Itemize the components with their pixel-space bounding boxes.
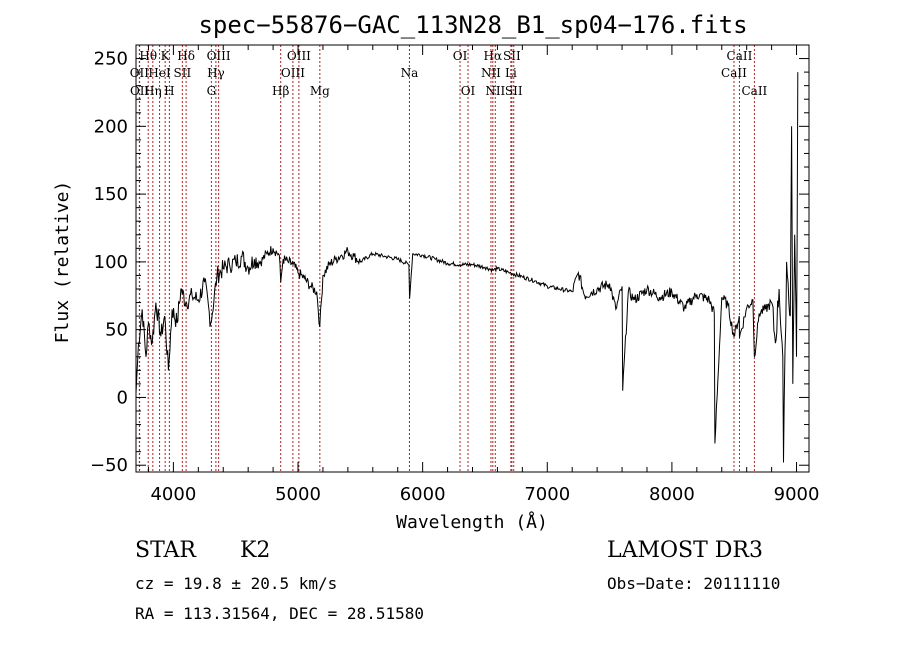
- object-subclass: K2: [240, 538, 271, 563]
- spectral-line-label: OI: [461, 84, 476, 98]
- spectral-line-label: Mg: [310, 84, 330, 98]
- spectral-line-label: Hβ: [272, 84, 289, 98]
- y-tick-label: 50: [105, 320, 128, 341]
- spectral-line-label: G: [207, 84, 217, 98]
- spectral-line-label: Na: [401, 66, 419, 80]
- spectral-line-label: Hθ: [139, 49, 157, 63]
- spectral-line-label: CaII: [727, 49, 753, 63]
- spectral-line-label: OIII: [207, 49, 231, 63]
- x-tick-label: 8000: [649, 484, 695, 505]
- x-tick-label: 7000: [524, 484, 570, 505]
- y-tick-label: 250: [94, 49, 128, 70]
- spectral-line-label: K: [161, 49, 171, 63]
- y-tick-label: −50: [90, 455, 128, 476]
- x-tick-label: 5000: [275, 484, 321, 505]
- spectral-line-label: Hη: [144, 84, 162, 98]
- chart-title: spec−55876−GAC_113N28_B1_sp04−176.fits: [198, 11, 747, 39]
- spectral-line-label: SII: [174, 66, 192, 80]
- obs-date-readout: Obs−Date: 20111110: [607, 574, 781, 593]
- flux-series-line: [135, 72, 799, 463]
- spectral-line-label: OI: [453, 49, 468, 63]
- spectral-line-label: OIII: [281, 66, 305, 80]
- spectral-line-label: SII: [503, 49, 521, 63]
- x-tick-label: 6000: [400, 484, 446, 505]
- spectral-line-label: H: [164, 84, 174, 98]
- spectral-line-label: OII: [130, 84, 150, 98]
- spectral-line-label: Hδ: [177, 49, 195, 63]
- y-tick-label: 0: [117, 387, 128, 408]
- axis-ticks: 4000 5000 6000 7000 8000 9000 −50 0 50 100 150 200 2…: [90, 45, 819, 505]
- x-axis-label: Wavelength (Å): [396, 511, 548, 533]
- x-tick-label: 9000: [774, 484, 820, 505]
- y-tick-label: 200: [94, 116, 128, 137]
- redshift-readout: cz = 19.8 ± 20.5 km/s: [135, 574, 338, 593]
- spectral-line-label: NII: [481, 66, 501, 80]
- y-tick-label: 100: [94, 252, 128, 273]
- spectral-line-label: SII: [505, 84, 523, 98]
- survey-label: LAMOST DR3: [607, 538, 763, 563]
- x-tick-label: 4000: [150, 484, 196, 505]
- spectral-line-label: OIII: [287, 49, 311, 63]
- spectral-line-label: Hγ: [207, 66, 225, 80]
- y-tick-label: 150: [94, 184, 128, 205]
- spectral-line-label: NII: [485, 84, 505, 98]
- spectral-line-label: HeI: [148, 66, 171, 80]
- spectral-line-label: Hα: [484, 49, 503, 63]
- object-class: STAR: [135, 538, 196, 563]
- coordinates-readout: RA = 113.31564, DEC = 28.51580: [135, 604, 424, 623]
- y-axis-label: Flux (relative): [52, 181, 73, 344]
- spectral-line-label: CaII: [721, 66, 747, 80]
- spectral-line-label: Li: [505, 66, 517, 80]
- spectral-line-label: CaII: [741, 84, 767, 98]
